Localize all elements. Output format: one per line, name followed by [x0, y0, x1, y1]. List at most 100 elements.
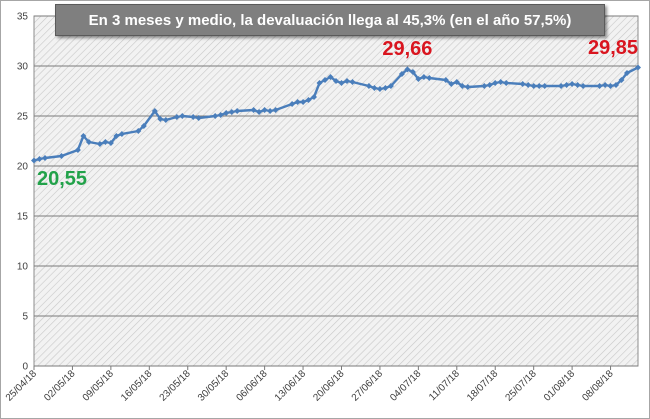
data-point: [85, 139, 92, 145]
x-tick-label: 18/07/18: [465, 368, 501, 404]
data-point: [497, 79, 504, 85]
data-point: [486, 82, 493, 88]
data-point: [36, 156, 43, 162]
data-point: [173, 114, 180, 120]
data-point: [113, 133, 120, 139]
data-point: [349, 79, 356, 85]
y-tick-label: 35: [17, 12, 29, 23]
data-point: [503, 80, 510, 86]
data-point: [580, 83, 587, 89]
data-point: [31, 157, 37, 164]
data-point: [217, 112, 224, 118]
data-point: [212, 113, 219, 119]
x-tick-label: 16/05/18: [119, 368, 155, 404]
data-point: [464, 84, 471, 90]
data-point: [415, 76, 422, 82]
data-point: [481, 83, 488, 89]
data-point: [42, 155, 48, 161]
data-point: [365, 83, 372, 89]
data-points: [31, 64, 641, 164]
data-point: [607, 83, 614, 89]
data-point: [157, 116, 164, 122]
data-point: [272, 107, 279, 113]
y-tick-label: 20: [17, 162, 29, 173]
data-point: [179, 113, 186, 119]
data-point: [333, 78, 339, 84]
data-point: [371, 85, 378, 91]
data-point: [519, 81, 526, 87]
x-tick-label: 06/06/18: [234, 368, 270, 404]
data-point: [311, 94, 317, 100]
data-point: [223, 110, 230, 116]
x-tick-label: 09/05/18: [81, 368, 117, 404]
data-point: [409, 69, 416, 75]
data-point: [327, 74, 334, 80]
x-axis: 25/04/18 02/05/18 09/05/18 16/05/18 23/05/18…: [4, 366, 616, 404]
y-tick-label: 25: [17, 112, 29, 123]
data-point: [107, 140, 114, 146]
data-point: [453, 79, 460, 85]
x-tick-label: 11/07/18: [427, 368, 462, 403]
data-point: [569, 81, 576, 87]
data-point: [234, 108, 241, 114]
data-point: [267, 108, 274, 114]
chart-title-box: En 3 meses y medio, la devaluación llega…: [55, 4, 605, 36]
y-tick-label: 30: [17, 62, 29, 73]
data-point: [256, 109, 263, 115]
data-point: [563, 82, 570, 88]
y-tick-label: 0: [22, 362, 28, 373]
chart-title: En 3 meses y medio, la devaluación llega…: [88, 11, 572, 29]
data-point: [305, 97, 312, 103]
data-point: [74, 147, 81, 153]
data-point: [118, 131, 125, 137]
x-tick-label: 25/07/18: [503, 368, 539, 404]
data-point: [459, 83, 466, 89]
x-tick-label: 08/08/18: [580, 368, 616, 404]
data-point: [404, 66, 411, 73]
data-point: [530, 83, 537, 89]
data-point: [250, 107, 257, 113]
x-tick-label: 30/05/18: [196, 368, 232, 404]
data-point: [135, 128, 142, 134]
y-axis: 0 5 10 15 20 25 30 35: [17, 12, 29, 373]
x-tick-label: 27/06/18: [350, 368, 386, 404]
data-point: [289, 101, 296, 107]
data-point: [541, 83, 548, 89]
x-tick-label: 01/08/18: [542, 368, 578, 404]
data-point: [140, 123, 147, 129]
data-point: [195, 115, 202, 121]
gridlines: [34, 15, 638, 367]
annotation-peak-value: 29,66: [382, 38, 433, 61]
data-point: [613, 82, 619, 88]
data-point: [96, 141, 103, 147]
data-point: [151, 108, 158, 114]
y-tick-label: 5: [22, 312, 28, 323]
data-point: [602, 82, 609, 88]
data-point: [322, 77, 328, 83]
data-point: [426, 75, 433, 81]
y-tick-label: 15: [17, 212, 29, 223]
x-tick-label: 02/05/18: [42, 368, 78, 404]
data-point: [376, 86, 383, 92]
x-tick-label: 04/07/18: [388, 368, 424, 404]
data-point: [261, 107, 268, 113]
data-point: [102, 139, 109, 145]
data-point: [344, 78, 350, 84]
data-point: [316, 80, 323, 86]
data-point: [162, 117, 169, 123]
data-point: [190, 114, 197, 120]
data-point: [448, 81, 455, 87]
x-tick-label: 25/04/18: [4, 368, 40, 404]
data-point: [492, 80, 499, 86]
data-point: [618, 77, 625, 83]
data-point: [80, 133, 87, 139]
data-point: [338, 80, 345, 86]
data-point: [525, 82, 532, 88]
data-point: [294, 99, 301, 105]
data-point: [442, 77, 449, 83]
data-point: [387, 83, 394, 89]
plot-background: [33, 15, 639, 367]
data-point: [624, 70, 630, 76]
data-point: [635, 64, 641, 71]
